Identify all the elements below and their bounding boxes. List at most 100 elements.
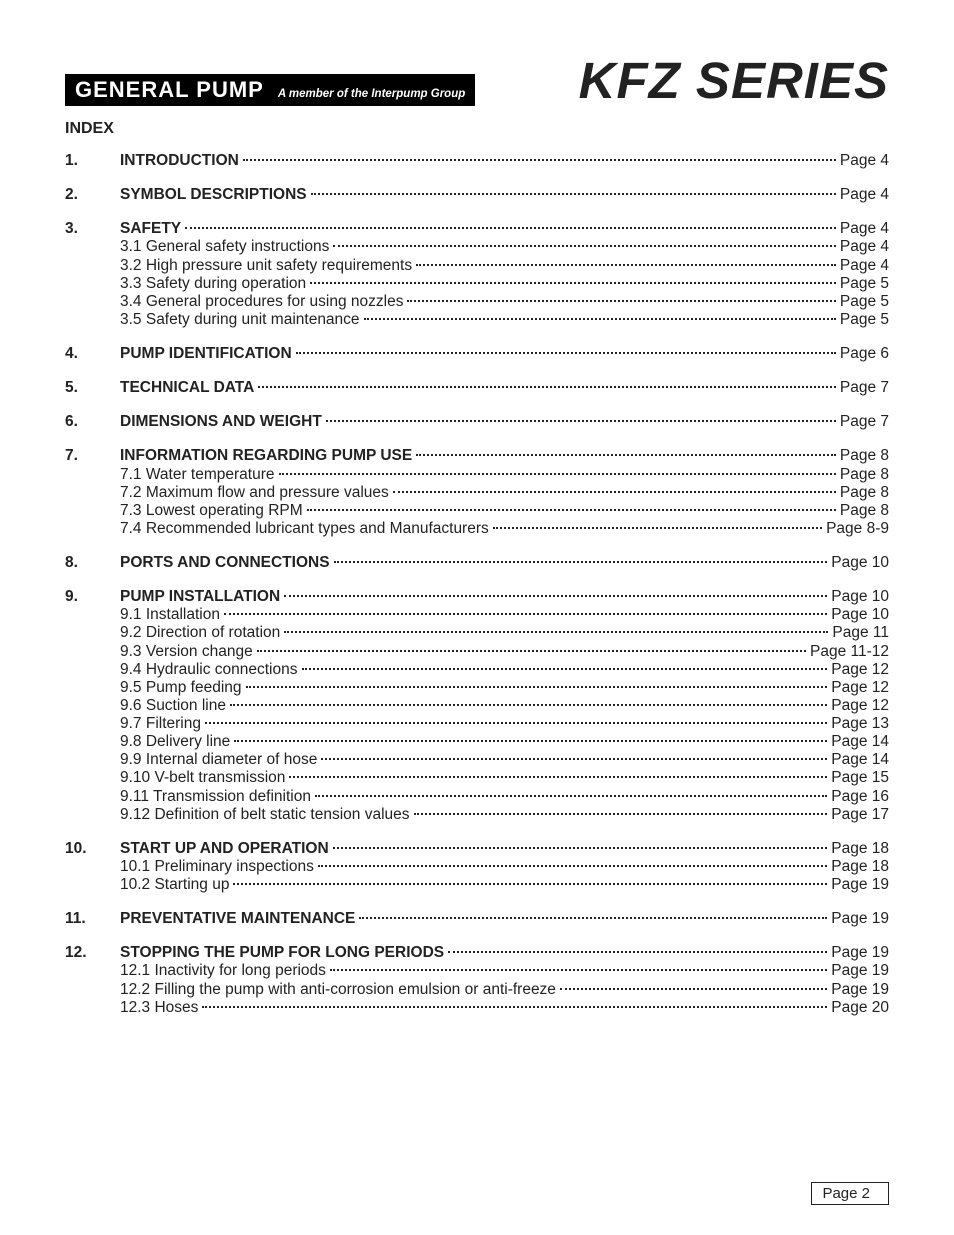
toc-row-sub: 9.9.6 Suction linePage 12 [65,697,889,715]
toc-page-ref: Page 11 [830,624,889,642]
toc-row-sub: 9.9.3 Version changePage 11-12 [65,643,889,661]
toc-title: INFORMATION REGARDING PUMP USE [120,447,414,465]
toc-row-sub: 9.9.4 Hydraulic connectionsPage 12 [65,661,889,679]
toc-leader-dots [318,865,827,867]
toc-page-ref: Page 20 [829,999,889,1017]
toc-row-sub: 12.12.2 Filling the pump with anti-corro… [65,981,889,999]
toc-page-ref: Page 4 [838,220,889,238]
toc-sub-title: 9.10 V-belt transmission [120,769,287,787]
toc-sub-title: 10.2 Starting up [120,876,231,894]
toc-row-sub: 9.9.1 InstallationPage 10 [65,606,889,624]
toc-leader-dots [279,473,836,475]
toc-number: 1. [65,152,120,170]
toc-row-main: 9.PUMP INSTALLATIONPage 10 [65,588,889,606]
toc-page-ref: Page 18 [829,840,889,858]
toc-row-sub: 7.7.2 Maximum flow and pressure valuesPa… [65,484,889,502]
header-row: GENERAL PUMP A member of the Interpump G… [65,55,889,106]
toc-row-main: 3.SAFETYPage 4 [65,220,889,238]
toc-page-ref: Page 19 [829,962,889,980]
toc-row-main: 11.PREVENTATIVE MAINTENANCE Page 19 [65,910,889,928]
toc-page-ref: Page 14 [829,751,889,769]
toc-leader-dots [333,245,836,247]
toc-page-ref: Page 10 [829,588,889,606]
toc-page-ref: Page 18 [829,858,889,876]
toc-sub-title: 9.1 Installation [120,606,222,624]
toc-number: 10. [65,840,120,858]
toc-leader-dots [233,883,827,885]
toc-sub-title: 9.11 Transmission definition [120,788,313,806]
toc-leader-dots [185,227,836,229]
toc-page-ref: Page 4 [838,257,889,275]
toc-leader-dots [284,595,827,597]
toc-leader-dots [414,813,828,815]
toc-leader-dots [243,159,836,161]
toc-leader-dots [407,300,835,302]
toc-row-sub: 9.9.9 Internal diameter of hosePage 14 [65,751,889,769]
toc-page-ref: Page 17 [829,806,889,824]
toc-row-main: 4.PUMP IDENTIFICATIONPage 6 [65,345,889,363]
toc-leader-dots [307,509,836,511]
toc-sub-title: 12.3 Hoses [120,999,200,1017]
toc-page-ref: Page 4 [838,152,889,170]
toc-row-sub: 12.12.1 Inactivity for long periodsPage … [65,962,889,980]
toc-sub-title: 3.3 Safety during operation [120,275,308,293]
toc-page-ref: Page 16 [829,788,889,806]
toc-title: PUMP IDENTIFICATION [120,345,294,363]
toc-row-main: 12.STOPPING THE PUMP FOR LONG PERIODSPag… [65,944,889,962]
toc-page-ref: Page 5 [838,311,889,329]
toc-page-ref: Page 8 [838,502,889,520]
toc-page-ref: Page 5 [838,275,889,293]
toc-leader-dots [416,264,836,266]
toc-leader-dots [321,758,827,760]
toc-sub-title: 9.7 Filtering [120,715,203,733]
toc-title: START UP AND OPERATION [120,840,331,858]
toc-row-sub: 7.7.4 Recommended lubricant types and Ma… [65,520,889,538]
toc-sub-title: 9.3 Version change [120,643,255,661]
toc-number: 4. [65,345,120,363]
toc-row-main: 10.START UP AND OPERATION Page 18 [65,840,889,858]
brand-name: GENERAL PUMP [75,77,264,103]
toc-page-ref: Page 13 [829,715,889,733]
toc-section: 1.INTRODUCTIONPage 4 [65,152,889,170]
toc-leader-dots [364,318,836,320]
toc-row-sub: 9.9.7 FilteringPage 13 [65,715,889,733]
toc-sub-title: 12.2 Filling the pump with anti-corrosio… [120,981,558,999]
toc-leader-dots [230,704,827,706]
toc-leader-dots [234,740,827,742]
toc-sub-title: 3.4 General procedures for using nozzles [120,293,405,311]
toc-leader-dots [330,969,827,971]
toc-sub-title: 7.4 Recommended lubricant types and Manu… [120,520,491,538]
toc-row-main: 7.INFORMATION REGARDING PUMP USEPage 8 [65,447,889,465]
toc-leader-dots [224,613,827,615]
toc-section: 2.SYMBOL DESCRIPTIONSPage 4 [65,186,889,204]
toc-row-sub: 12.12.3 HosesPage 20 [65,999,889,1017]
toc-number: 6. [65,413,120,431]
toc-sub-title: 9.2 Direction of rotation [120,624,282,642]
toc-leader-dots [326,420,836,422]
toc-leader-dots [205,722,827,724]
toc-page-ref: Page 11-12 [808,643,889,661]
toc-section: 5.TECHNICAL DATAPage 7 [65,379,889,397]
toc-page-ref: Page 19 [829,910,889,928]
toc-row-sub: 7.7.1 Water temperaturePage 8 [65,466,889,484]
toc-page-ref: Page 8-9 [824,520,889,538]
toc-leader-dots [258,386,836,388]
toc-title: PUMP INSTALLATION [120,588,282,606]
toc-title: PREVENTATIVE MAINTENANCE [120,910,357,928]
toc-sub-title: 7.2 Maximum flow and pressure values [120,484,391,502]
toc-number: 7. [65,447,120,465]
toc-row-sub: 9.9.11 Transmission definitionPage 16 [65,788,889,806]
toc-leader-dots [302,668,828,670]
toc-page-ref: Page 12 [829,661,889,679]
toc-row-main: 2.SYMBOL DESCRIPTIONSPage 4 [65,186,889,204]
toc-page-ref: Page 4 [838,238,889,256]
toc-row-main: 5.TECHNICAL DATAPage 7 [65,379,889,397]
toc-section: 10.START UP AND OPERATIONPage 1810.10.1 … [65,840,889,894]
toc-sub-title: 9.4 Hydraulic connections [120,661,300,679]
brand-block: GENERAL PUMP A member of the Interpump G… [65,74,475,106]
toc-number: 5. [65,379,120,397]
toc-sub-title: 9.12 Definition of belt static tension v… [120,806,412,824]
toc-section: 9.PUMP INSTALLATIONPage 109.9.1 Installa… [65,588,889,824]
toc-page-ref: Page 19 [829,981,889,999]
toc-number: 11. [65,910,120,928]
